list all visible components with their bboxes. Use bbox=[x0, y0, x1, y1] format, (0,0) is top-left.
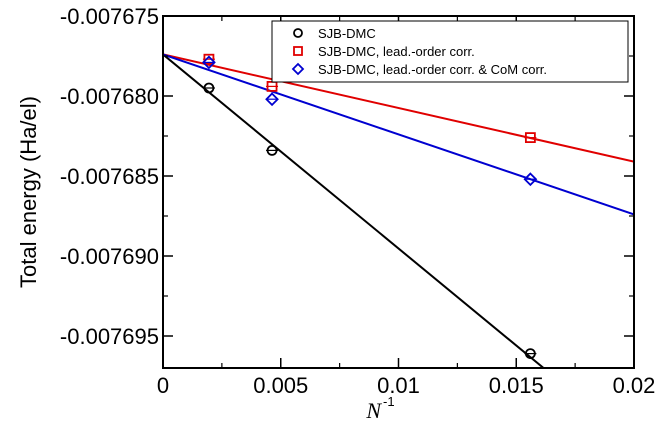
fit-lines bbox=[163, 53, 634, 368]
x-tick-label: 0.005 bbox=[253, 373, 308, 398]
legend-box bbox=[271, 20, 629, 83]
y-axis-title: Total energy (Ha/el) bbox=[16, 96, 41, 288]
legend-label: SJB-DMC bbox=[318, 26, 376, 41]
y-tick-label: -0.007690 bbox=[60, 244, 159, 269]
data-point bbox=[265, 92, 279, 107]
x-tick-label: 0 bbox=[157, 373, 169, 398]
tick-labels: 0 0.005 0.01 0.015 0.02 -0.007675 -0.007680 -0.… bbox=[60, 4, 656, 398]
x-axis-title-main: N bbox=[365, 398, 382, 423]
data-point bbox=[293, 28, 303, 38]
data-markers bbox=[202, 53, 538, 360]
y-tick-label: -0.007685 bbox=[60, 164, 159, 189]
fit-line bbox=[163, 53, 634, 163]
fit-line bbox=[163, 53, 634, 216]
y-tick-label: -0.007680 bbox=[60, 84, 159, 109]
legend: SJB-DMC SJB-DMC, lead.-order corr. SJB-DMC… bbox=[271, 20, 629, 83]
data-point bbox=[523, 172, 538, 187]
x-axis-title-superscript: -1 bbox=[383, 394, 395, 409]
x-axis-title: N bbox=[365, 398, 382, 423]
fit-line bbox=[163, 53, 546, 368]
data-point bbox=[293, 46, 303, 56]
x-tick-label: 0.015 bbox=[489, 373, 544, 398]
data-point bbox=[202, 55, 216, 70]
legend-items: SJB-DMC SJB-DMC, lead.-order corr. SJB-DMC… bbox=[291, 26, 547, 77]
legend-label: SJB-DMC, lead.-order corr. bbox=[318, 44, 475, 59]
plot-frame bbox=[162, 15, 635, 369]
y-tick-label: -0.007695 bbox=[60, 324, 159, 349]
data-point bbox=[291, 62, 305, 76]
y-tick-label: -0.007675 bbox=[60, 4, 159, 29]
legend-label: SJB-DMC, lead.-order corr. & CoM corr. bbox=[318, 62, 547, 77]
x-tick-label: 0.01 bbox=[377, 373, 420, 398]
x-tick-label: 0.02 bbox=[613, 373, 656, 398]
